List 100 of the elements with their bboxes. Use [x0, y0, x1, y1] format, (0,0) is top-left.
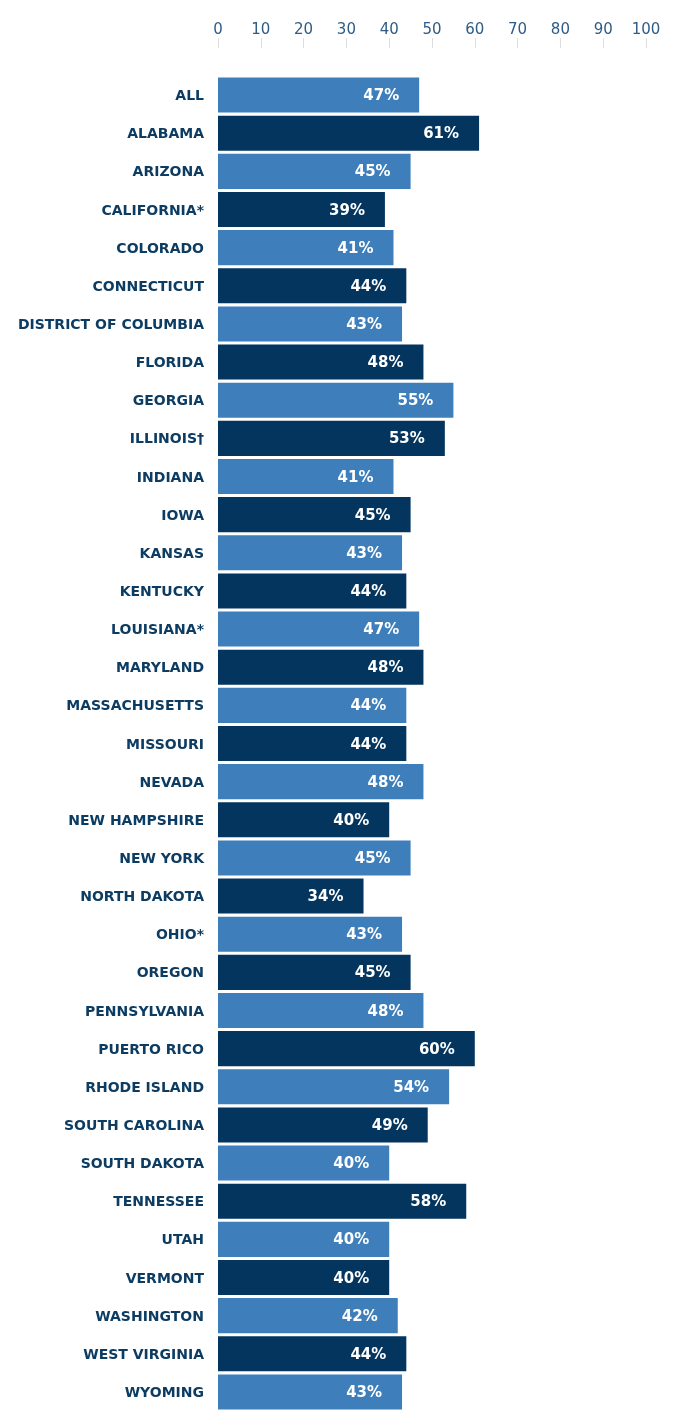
data-label: 40% [333, 1268, 370, 1287]
x-tick-label: 30 [336, 19, 356, 38]
x-tick-label: 40 [379, 19, 399, 38]
y-tick-label: TENNESSEE [113, 1193, 204, 1210]
data-label: 44% [350, 276, 387, 295]
bar [218, 1183, 467, 1219]
y-tick-label: DISTRICT OF COLUMBIA [17, 315, 205, 332]
bar [218, 344, 424, 380]
x-tick-label: 90 [593, 19, 613, 38]
data-label: 41% [337, 238, 374, 257]
data-label: 54% [393, 1077, 430, 1096]
bar [218, 954, 411, 990]
y-tick-label: SOUTH CAROLINA [64, 1116, 205, 1133]
y-tick-label: ALABAMA [127, 125, 205, 142]
bar [218, 802, 390, 838]
bar [218, 649, 424, 685]
x-tick-label: 20 [294, 19, 314, 38]
data-label: 44% [350, 734, 387, 753]
y-tick-label: NEW YORK [119, 849, 206, 866]
bar [218, 1374, 403, 1410]
y-tick-label: MISSOURI [126, 735, 204, 752]
bar [218, 191, 385, 228]
x-tick-label: 80 [550, 19, 570, 38]
bar [218, 1259, 390, 1296]
data-label: 43% [346, 925, 383, 944]
data-label: 47% [363, 620, 400, 639]
y-tick-label: CALIFORNIA* [101, 201, 205, 218]
y-tick-label: GEORGIA [132, 392, 205, 409]
bar [218, 535, 403, 571]
x-tick-label: 50 [422, 19, 442, 38]
x-tick-label: 60 [465, 19, 485, 38]
y-tick-label: WASHINGTON [95, 1307, 204, 1324]
y-tick-label: ARIZONA [132, 163, 205, 180]
data-label: 45% [354, 162, 391, 181]
y-tick-label: UTAH [161, 1231, 204, 1248]
data-label: 39% [329, 200, 365, 219]
y-tick-label: OREGON [136, 964, 204, 981]
y-tick-label: NEVADA [139, 773, 205, 790]
bar [218, 878, 364, 914]
bar [218, 268, 407, 304]
y-tick-label: WEST VIRGINIA [83, 1345, 205, 1362]
bar [218, 153, 411, 189]
bar [218, 764, 424, 800]
y-tick-label: KANSAS [139, 544, 204, 561]
data-label: 41% [337, 467, 374, 486]
bar [218, 382, 454, 418]
bar [218, 1031, 475, 1067]
y-tick-label: NEW HAMPSHIRE [68, 811, 204, 828]
bar [218, 115, 480, 151]
bar [218, 306, 403, 342]
y-tick-label: OHIO* [155, 926, 205, 943]
data-label: 45% [354, 963, 391, 982]
y-tick-label: NORTH DAKOTA [80, 888, 205, 905]
y-tick-label: IOWA [161, 506, 205, 523]
data-label: 61% [423, 124, 460, 143]
data-label: 40% [333, 810, 370, 829]
data-label: 40% [333, 1230, 370, 1249]
x-tick-label: 70 [508, 19, 528, 38]
bar [218, 573, 407, 609]
bar [218, 840, 411, 876]
y-tick-label: ALL [175, 87, 205, 104]
bar [218, 916, 403, 952]
bar [218, 1298, 398, 1334]
y-tick-label: SOUTH DAKOTA [80, 1155, 205, 1172]
y-tick-label: WYOMING [124, 1383, 204, 1400]
bar [218, 992, 424, 1029]
bar [218, 687, 407, 723]
data-label: 48% [367, 1001, 404, 1020]
y-tick-label: PUERTO RICO [98, 1040, 205, 1057]
y-tick-label: PENNSYLVANIA [85, 1002, 205, 1019]
data-label: 45% [354, 848, 391, 867]
y-tick-label: COLORADO [116, 239, 205, 256]
bar [218, 611, 420, 647]
bar [218, 458, 394, 495]
data-label: 53% [388, 429, 425, 448]
y-tick-label: INDIANA [136, 468, 205, 485]
y-tick-label: FLORIDA [135, 354, 205, 371]
data-label: 43% [346, 543, 383, 562]
bar [218, 1336, 407, 1372]
y-tick-label: RHODE ISLAND [85, 1078, 204, 1095]
data-label: 55% [397, 391, 434, 410]
y-tick-label: MASSACHUSETTS [66, 697, 204, 714]
x-tick-label: 100 [631, 19, 661, 38]
bar [218, 725, 407, 762]
data-label: 44% [350, 1344, 387, 1363]
data-label: 45% [354, 505, 391, 524]
data-label: 43% [346, 1382, 383, 1401]
bar [218, 1221, 390, 1257]
data-label: 44% [350, 581, 387, 600]
data-label: 60% [418, 1039, 455, 1058]
data-label: 44% [350, 696, 387, 715]
y-tick-label: MARYLAND [115, 659, 204, 676]
y-tick-label: KENTUCKY [119, 582, 205, 599]
data-label: 49% [371, 1115, 408, 1134]
bar [218, 77, 420, 113]
data-label: 42% [341, 1306, 378, 1325]
x-tick-label: 0 [213, 19, 223, 38]
data-label: 40% [333, 1154, 370, 1173]
bar [218, 497, 411, 533]
data-label: 58% [410, 1192, 447, 1211]
